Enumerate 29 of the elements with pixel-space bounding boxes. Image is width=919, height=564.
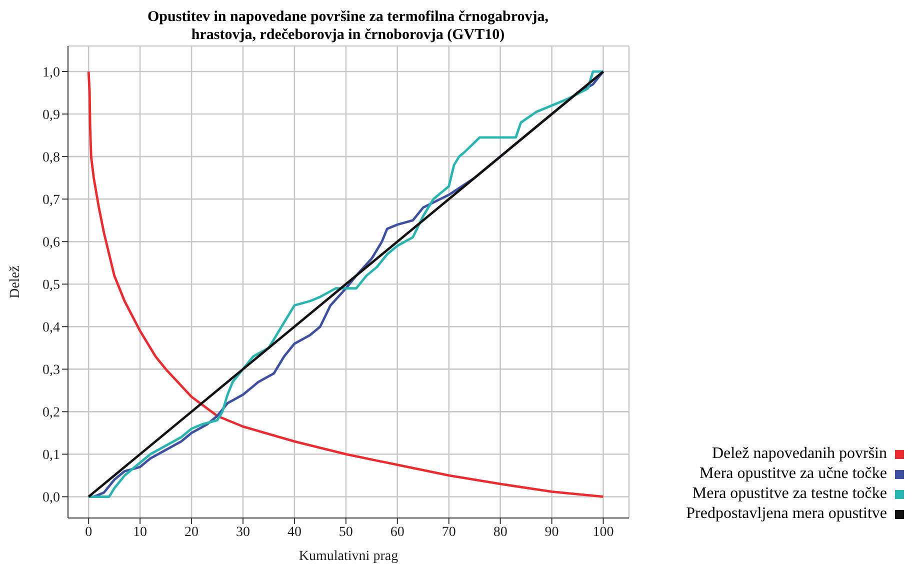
- legend-label: Delež napovedanih površin: [712, 444, 887, 464]
- y-tick-label: 0,2: [42, 406, 60, 421]
- legend-label: Mera opustitve za učne točke: [700, 464, 887, 484]
- x-tick-label: 40: [287, 524, 302, 540]
- y-tick-label: 0,7: [42, 193, 60, 208]
- x-tick-label: 70: [442, 524, 456, 540]
- x-tick-label: 30: [236, 524, 250, 540]
- x-tick-label: 0: [85, 524, 92, 540]
- legend-label: Predpostavljena mera opustitve: [686, 504, 887, 524]
- x-tick-label: 10: [133, 524, 148, 540]
- y-tick-label: 0,6: [42, 236, 60, 251]
- y-tick-label: 1,0: [42, 65, 60, 80]
- y-tick-label: 0,9: [42, 108, 60, 124]
- y-tick-label: 0,0: [42, 490, 60, 506]
- y-axis-title: Delež: [8, 266, 23, 298]
- x-tick-label: 100: [592, 524, 614, 540]
- y-tick-label: 0,1: [42, 448, 60, 464]
- y-tick-label: 0,8: [42, 150, 60, 166]
- y-tick-label: 0,5: [42, 278, 60, 294]
- chart-title: Opustitev in napovedane površine za termofilna črnogabrovja, hrastovja, rdečeborovja in črnoborovja (GVT10): [146, 8, 550, 44]
- legend-label: Mera opustitve za testne točke: [692, 484, 887, 504]
- x-tick-label: 60: [390, 524, 404, 540]
- x-tick-label: 20: [184, 524, 199, 540]
- x-tick-label: 80: [493, 524, 508, 540]
- x-tick-label: 90: [544, 524, 559, 540]
- x-tick-label: 50: [338, 524, 353, 540]
- y-tick-label: 0,4: [42, 320, 60, 336]
- y-tick-label: 0,3: [42, 363, 60, 378]
- x-axis-title: Kumulativni prag: [298, 549, 398, 564]
